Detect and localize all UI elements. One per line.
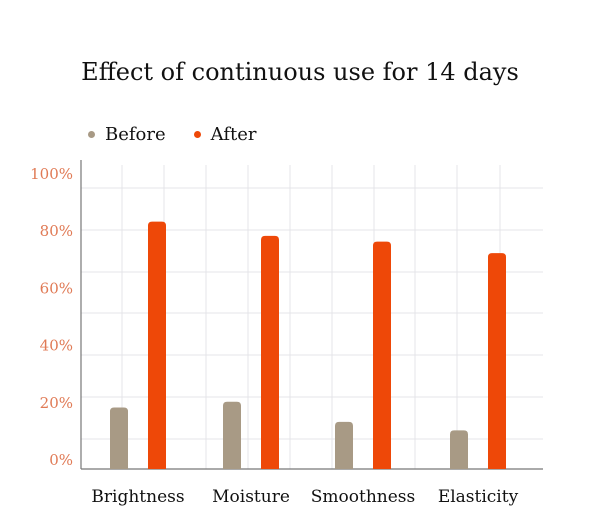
bar-after-smoothness [373, 241, 391, 469]
x-tick-label: Elasticity [438, 487, 519, 507]
y-tick-label: 40% [40, 337, 73, 355]
legend-item-before: Before [88, 124, 166, 145]
chart-title: Effect of continuous use for 14 days [81, 58, 519, 86]
legend-swatch-after [193, 131, 201, 138]
bar-before-smoothness [335, 421, 353, 469]
bar-before-brightness [110, 407, 128, 469]
x-tick-label: Moisture [212, 487, 290, 507]
y-tick-label: 60% [40, 279, 73, 297]
legend-label-after: After [210, 124, 257, 145]
bar-after-brightness [148, 221, 166, 469]
legend-swatch-before [88, 131, 95, 138]
x-tick-label: Smoothness [311, 487, 415, 507]
legend-label-before: Before [105, 124, 166, 145]
legend-item-after: After [193, 124, 257, 145]
y-tick-label: 20% [40, 394, 73, 412]
y-tick-label: 80% [40, 222, 73, 240]
x-tick-label: Brightness [91, 487, 184, 507]
bar-before-moisture [223, 401, 241, 469]
bar-after-moisture [261, 235, 279, 469]
bar-before-elasticity [450, 430, 468, 469]
y-tick-label: 0% [49, 451, 73, 469]
y-tick-label: 100% [30, 165, 73, 183]
legend: Before After [88, 124, 284, 145]
bar-after-elasticity [488, 253, 506, 469]
